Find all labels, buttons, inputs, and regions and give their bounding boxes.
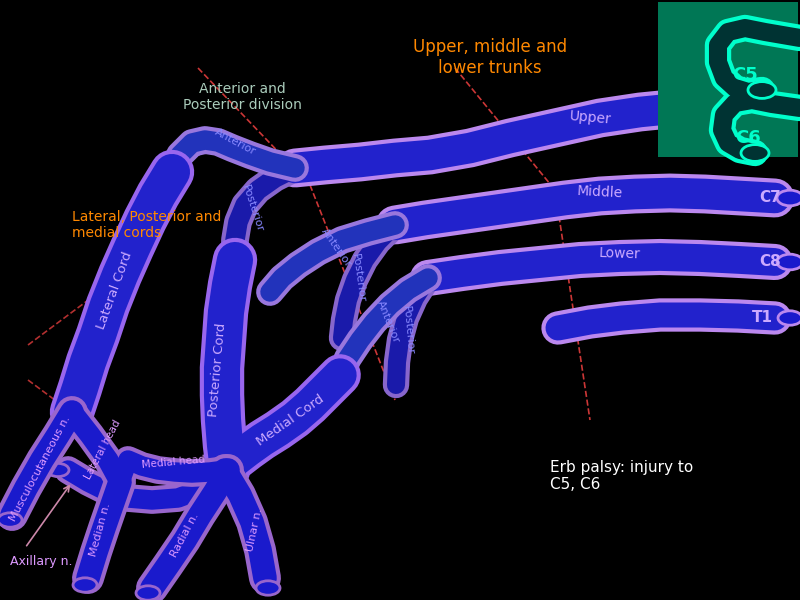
Text: C6: C6	[735, 129, 761, 147]
Text: Posterior Cord: Posterior Cord	[207, 322, 229, 418]
Text: Lateral, Posterior and
medial cords: Lateral, Posterior and medial cords	[72, 210, 222, 240]
Text: Radial n.: Radial n.	[169, 511, 201, 559]
Ellipse shape	[136, 586, 160, 600]
Ellipse shape	[778, 311, 800, 325]
Ellipse shape	[47, 463, 69, 476]
Text: Axillary n.: Axillary n.	[10, 555, 73, 568]
Text: C8: C8	[759, 254, 781, 269]
Text: Erb palsy: injury to
C5, C6: Erb palsy: injury to C5, C6	[550, 460, 694, 493]
Text: T1: T1	[751, 311, 773, 325]
Text: Lateral head: Lateral head	[83, 419, 123, 481]
Text: Posterior: Posterior	[240, 183, 264, 233]
Text: Lower: Lower	[599, 246, 641, 262]
Text: Median n.: Median n.	[88, 502, 112, 558]
Text: C5: C5	[732, 66, 758, 84]
Text: Lateral Cord: Lateral Cord	[95, 250, 135, 331]
Text: Anterior: Anterior	[213, 127, 258, 157]
Text: Anterior: Anterior	[375, 299, 401, 345]
Text: Medial head: Medial head	[141, 454, 205, 470]
Text: C7: C7	[759, 191, 781, 205]
Text: Upper, middle and
lower trunks: Upper, middle and lower trunks	[413, 38, 567, 77]
FancyBboxPatch shape	[658, 2, 798, 157]
Ellipse shape	[741, 145, 769, 161]
Ellipse shape	[0, 513, 22, 527]
Text: Middle: Middle	[577, 184, 623, 200]
Text: Medial Cord: Medial Cord	[254, 392, 326, 448]
Text: Ulnar n.: Ulnar n.	[246, 508, 265, 553]
Ellipse shape	[777, 254, 800, 270]
Ellipse shape	[256, 581, 280, 595]
Text: Anterior and
Posterior division: Anterior and Posterior division	[182, 82, 302, 112]
Ellipse shape	[73, 578, 97, 592]
Text: Posterior: Posterior	[401, 305, 415, 355]
Text: Posterior: Posterior	[350, 253, 366, 303]
Ellipse shape	[748, 82, 776, 98]
Text: Musculocutaneous n.: Musculocutaneous n.	[8, 413, 72, 523]
Text: Anterior: Anterior	[319, 227, 353, 269]
Ellipse shape	[777, 190, 800, 206]
Text: Upper: Upper	[569, 109, 611, 127]
